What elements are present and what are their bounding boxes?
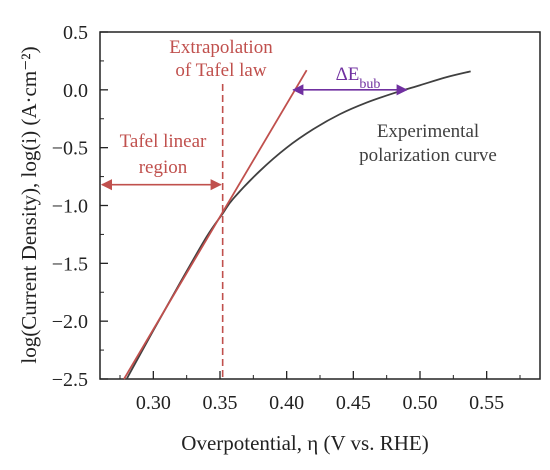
tafel-law-label-line1: Extrapolation xyxy=(169,37,273,58)
y-tick-label: −1.5 xyxy=(52,253,88,275)
y-tick-label: 0.5 xyxy=(63,22,88,44)
y-axis-title: log(Current Density), log(i) (A·cm⁻²) xyxy=(17,46,41,363)
series-tafel-extrapolation xyxy=(123,69,308,380)
plot-border xyxy=(99,31,541,380)
x-tick-label: 0.50 xyxy=(403,392,438,414)
tafel-region-label-line2: region xyxy=(139,157,188,178)
tafel-law-label-line2: of Tafel law xyxy=(175,60,266,81)
y-tick-label: −1.0 xyxy=(52,196,88,218)
y-tick-label: −0.5 xyxy=(52,138,88,160)
x-tick-label: 0.35 xyxy=(203,392,238,414)
series-lines xyxy=(123,69,471,380)
tick-labels: 0.30 0.35 0.40 0.45 0.50 0.55 0.5 0.0 −0.5 −1.0 −1… xyxy=(52,22,504,414)
series-experimental-curve xyxy=(125,70,471,380)
x-tick-label: 0.55 xyxy=(469,392,504,414)
y-tick-label: −2.0 xyxy=(52,311,88,333)
delta-e-bub-label: ΔEbub xyxy=(336,64,381,92)
experimental-label-line2: polarization curve xyxy=(359,145,497,166)
y-tick-label: −2.5 xyxy=(52,369,88,391)
y-tick-label: 0.0 xyxy=(63,80,88,102)
experimental-label-line1: Experimental xyxy=(377,121,479,142)
x-axis-title: Overpotential, η (V vs. RHE) xyxy=(181,431,428,455)
plot-frame xyxy=(99,31,541,380)
x-tick-label: 0.40 xyxy=(269,392,304,414)
axis-ticks xyxy=(100,31,521,380)
x-tick-label: 0.30 xyxy=(136,392,171,414)
x-tick-label: 0.45 xyxy=(336,392,371,414)
tafel-region-label-line1: Tafel linear xyxy=(120,131,207,152)
